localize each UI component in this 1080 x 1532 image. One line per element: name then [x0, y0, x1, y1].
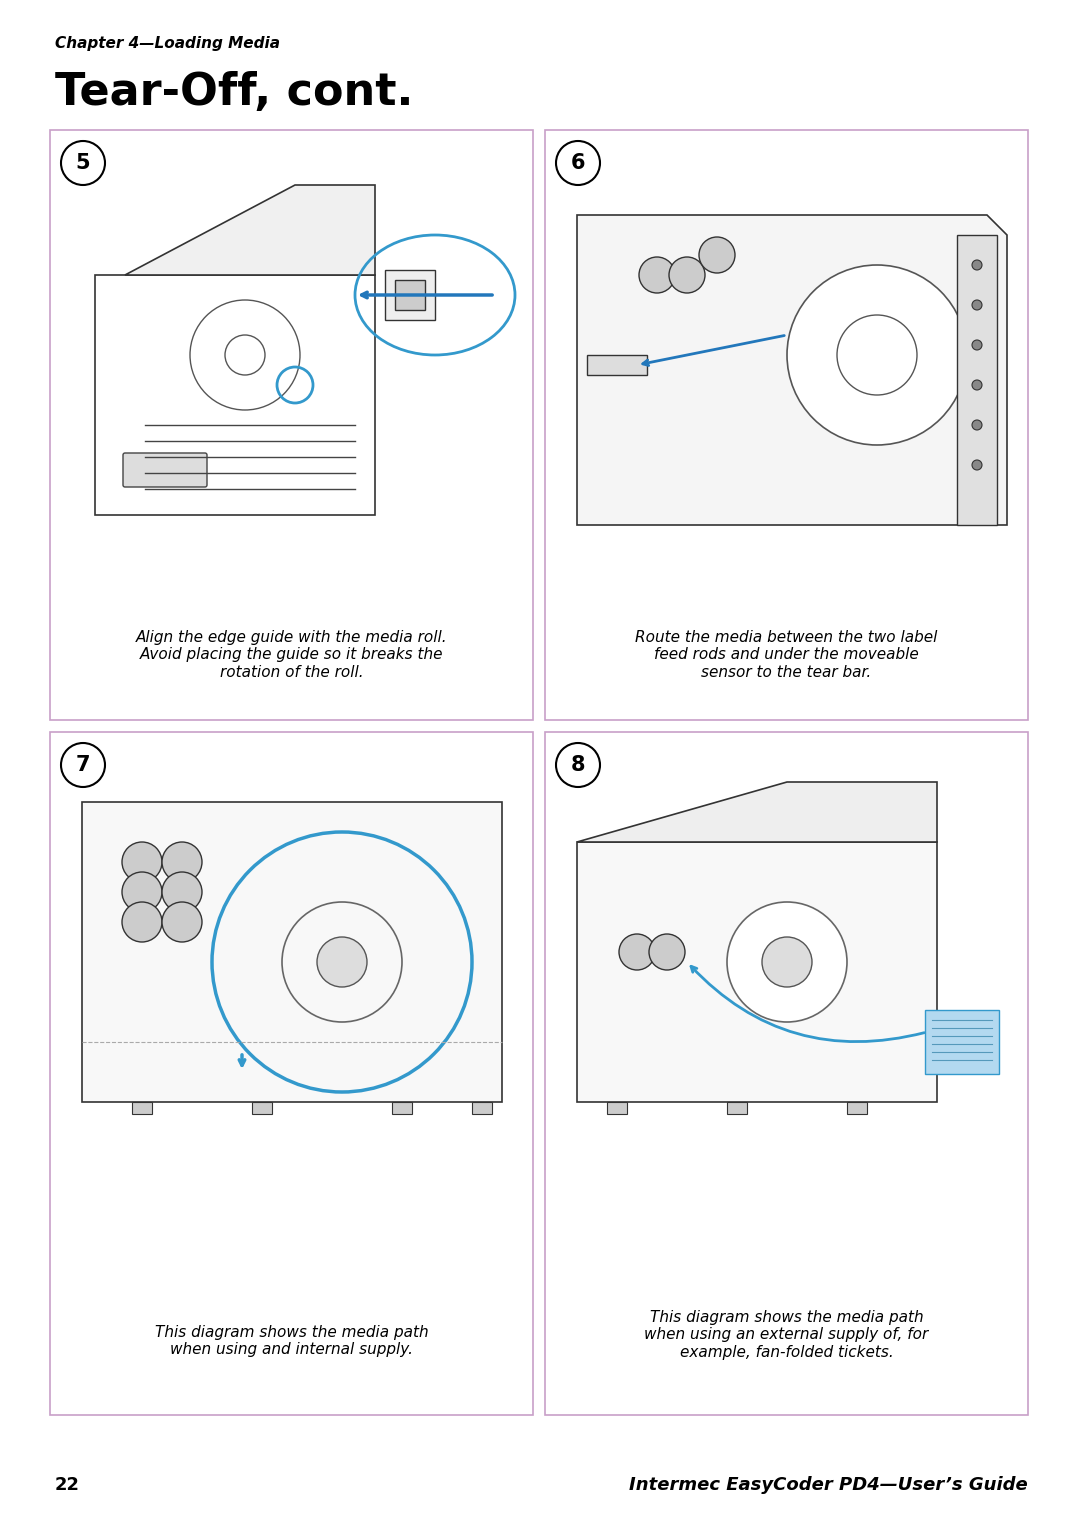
Circle shape: [162, 902, 202, 942]
Circle shape: [318, 938, 367, 987]
FancyBboxPatch shape: [50, 732, 534, 1416]
FancyBboxPatch shape: [123, 453, 207, 487]
Circle shape: [699, 237, 735, 273]
Text: 6: 6: [570, 153, 585, 173]
FancyBboxPatch shape: [588, 355, 647, 375]
FancyBboxPatch shape: [132, 1102, 152, 1114]
Polygon shape: [577, 843, 937, 1102]
Circle shape: [972, 340, 982, 349]
Circle shape: [162, 843, 202, 882]
Text: Align the edge guide with the media roll.
Avoid placing the guide so it breaks t: Align the edge guide with the media roll…: [136, 630, 447, 680]
Text: Chapter 4—Loading Media: Chapter 4—Loading Media: [55, 35, 280, 51]
Circle shape: [122, 902, 162, 942]
FancyBboxPatch shape: [252, 1102, 272, 1114]
Circle shape: [162, 872, 202, 912]
Polygon shape: [384, 270, 435, 320]
FancyBboxPatch shape: [545, 732, 1028, 1416]
Circle shape: [972, 380, 982, 391]
FancyBboxPatch shape: [545, 130, 1028, 720]
Circle shape: [669, 257, 705, 293]
Circle shape: [787, 265, 967, 444]
Circle shape: [972, 420, 982, 430]
Text: This diagram shows the media path
when using an external supply of, for
example,: This diagram shows the media path when u…: [645, 1310, 929, 1360]
FancyBboxPatch shape: [727, 1102, 747, 1114]
FancyBboxPatch shape: [50, 130, 534, 720]
Circle shape: [972, 460, 982, 470]
Text: Intermec EasyCoder PD4—User’s Guide: Intermec EasyCoder PD4—User’s Guide: [630, 1475, 1028, 1494]
FancyBboxPatch shape: [472, 1102, 492, 1114]
Polygon shape: [577, 214, 1007, 525]
Circle shape: [122, 872, 162, 912]
Circle shape: [639, 257, 675, 293]
Circle shape: [619, 935, 654, 970]
Circle shape: [972, 260, 982, 270]
Circle shape: [556, 743, 600, 787]
Text: Tear-Off, cont.: Tear-Off, cont.: [55, 70, 414, 113]
FancyBboxPatch shape: [607, 1102, 627, 1114]
Text: 22: 22: [55, 1475, 80, 1494]
Circle shape: [972, 300, 982, 309]
FancyBboxPatch shape: [957, 234, 997, 525]
Circle shape: [762, 938, 812, 987]
Polygon shape: [125, 185, 375, 276]
Polygon shape: [82, 801, 502, 1102]
FancyBboxPatch shape: [924, 1010, 999, 1074]
Circle shape: [556, 141, 600, 185]
Text: 7: 7: [76, 755, 91, 775]
Polygon shape: [577, 781, 937, 843]
Text: 5: 5: [76, 153, 91, 173]
Text: 8: 8: [570, 755, 585, 775]
Text: Route the media between the two label
feed rods and under the moveable
sensor to: Route the media between the two label fe…: [635, 630, 937, 680]
Circle shape: [649, 935, 685, 970]
FancyBboxPatch shape: [392, 1102, 411, 1114]
FancyBboxPatch shape: [847, 1102, 867, 1114]
Circle shape: [122, 843, 162, 882]
Circle shape: [60, 743, 105, 787]
Text: This diagram shows the media path
when using and internal supply.: This diagram shows the media path when u…: [154, 1325, 429, 1357]
Polygon shape: [395, 280, 426, 309]
Circle shape: [727, 902, 847, 1022]
Circle shape: [60, 141, 105, 185]
